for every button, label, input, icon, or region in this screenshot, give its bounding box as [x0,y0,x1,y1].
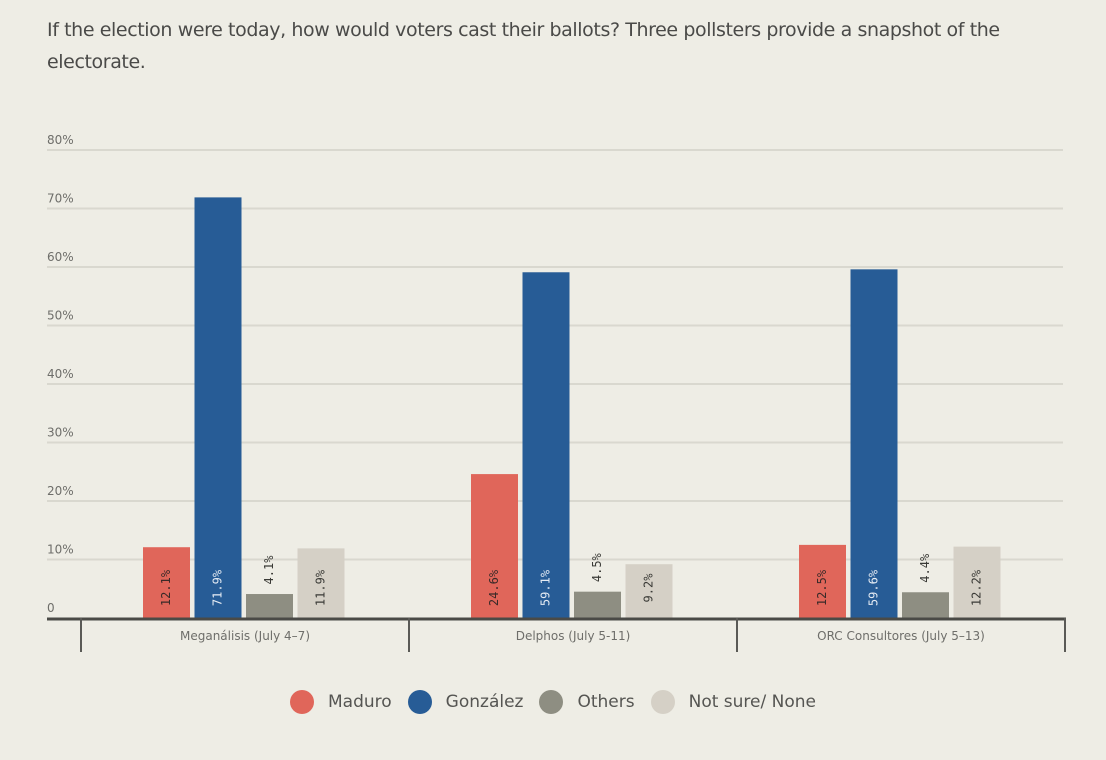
bar-maduro-0 [143,547,190,618]
data-label: 9.2% [642,573,656,603]
legend-label: Others [577,692,635,712]
legend-item: Others [539,690,635,714]
y-tick-label: 50% [47,309,74,323]
data-label: 59.1% [539,569,553,606]
bar-others-0 [246,594,293,618]
y-tick-label: 70% [47,192,74,206]
y-tick-label: 40% [47,367,74,381]
legend-item: Maduro [290,690,392,714]
data-label: 11.9% [314,569,328,606]
x-axis-category-labels: Meganálisis (July 4–7) Delphos (July 5-11… [180,629,985,643]
bar-not-sure-none-0 [297,548,345,618]
legend-swatch-icon [539,690,564,714]
data-label: 4.5% [590,552,604,582]
y-tick-label: 20% [47,484,74,498]
y-tick-label: 60% [47,250,74,264]
x-category-label: ORC Consultores (July 5–13) [817,629,985,643]
y-tick-label: 80% [47,133,74,147]
x-category-label: Meganálisis (July 4–7) [180,629,310,643]
legend-item: Not sure/ None [650,690,816,714]
y-axis-tick-labels: 0 10% 20% 30% 40% 50% 60% 70% 80% [47,133,74,615]
data-label: 4.4% [918,553,932,583]
data-label: 12.1% [159,569,173,606]
bar-gonz-lez-0 [194,197,242,618]
legend-swatch-icon [650,690,675,714]
legend: Maduro González Others Not sure/ None [0,690,1106,714]
legend-swatch-icon [290,690,314,714]
legend-label: Not sure/ None [688,692,816,712]
y-tick-label: 10% [47,543,74,557]
bar-gonz-lez-1 [522,272,570,618]
data-label: 71.9% [211,569,225,606]
bar-maduro-2 [799,544,846,618]
data-label: 59.6% [867,569,881,606]
y-tick-label: 0 [47,601,55,615]
bars: 12.1% 71.9% 4.1% 11.9% 24.6% 59.1% 4.5% 9.2% 12.… [143,197,1001,618]
data-label: 12.2% [970,569,984,606]
legend-label: González [445,692,524,712]
data-label: 4.1% [262,555,276,585]
x-category-label: Delphos (July 5-11) [516,629,631,643]
chart-subtitle: If the election were today, how would vo… [47,19,1000,73]
data-label: 24.6% [487,569,501,606]
bar-gonz-lez-2 [850,269,898,618]
legend-item: González [407,690,524,714]
data-label: 12.5% [815,569,829,606]
bar-others-1 [574,591,621,618]
bar-maduro-1 [471,474,518,618]
bar-not-sure-none-1 [625,564,673,618]
y-tick-label: 30% [47,426,74,440]
bar-chart: 0 10% 20% 30% 40% 50% 60% 70% 80% 12.1% 71.9% 4.1%… [47,133,1066,652]
bar-others-2 [902,592,949,618]
bar-not-sure-none-2 [953,546,1001,618]
legend-swatch-icon [407,690,432,714]
legend-label: Maduro [328,692,392,712]
x-axis [47,617,1066,652]
